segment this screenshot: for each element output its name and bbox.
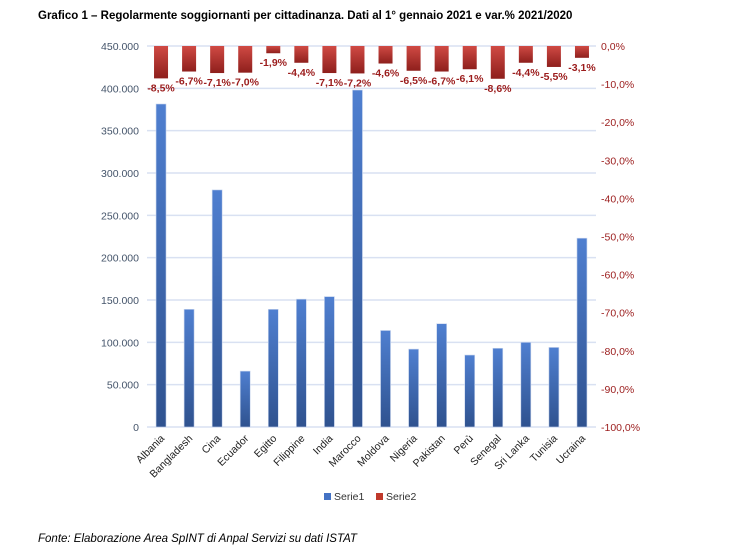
data-label: -3,1% (568, 62, 596, 74)
left-axis-tick: 50.000 (107, 380, 139, 392)
category-label: Ucraina (554, 433, 588, 467)
right-axis-tick: -40,0% (601, 193, 634, 205)
data-label: -4,4% (512, 67, 540, 79)
category-label: Filippine (271, 433, 307, 469)
bar-serie2 (154, 46, 169, 79)
bar-serie2 (294, 46, 309, 63)
bar-serie2 (574, 46, 589, 58)
data-label: -1,9% (260, 57, 288, 69)
data-label: -4,4% (288, 67, 316, 79)
bar-serie2 (238, 46, 253, 73)
left-axis-tick: 400.000 (101, 83, 139, 95)
category-label: Ecuador (215, 432, 251, 468)
data-label: -6,7% (175, 76, 203, 88)
bar-serie2 (378, 46, 393, 64)
data-label: -7,0% (232, 77, 260, 89)
bar-serie1 (324, 296, 335, 428)
data-label: -6,7% (428, 76, 456, 88)
left-axis-tick: 350.000 (101, 126, 139, 138)
source-note: Fonte: Elaborazione Area SpINT di Anpal … (38, 533, 357, 545)
bar-serie2 (462, 46, 477, 70)
data-label: -7,1% (316, 77, 344, 89)
right-axis-tick: -80,0% (601, 346, 634, 358)
right-axis-tick: -100,0% (601, 422, 640, 434)
data-label: -6,1% (456, 73, 484, 85)
legend-label-serie1: Serie1 (334, 491, 365, 503)
data-label: -4,6% (372, 68, 400, 80)
bar-serie2 (322, 46, 337, 74)
bar-serie1 (352, 89, 363, 428)
bar-serie1 (464, 354, 476, 428)
chart-title: Grafico 1 – Regolarmente soggiornanti pe… (38, 10, 573, 22)
left-axis-tick: 100.000 (101, 337, 139, 349)
category-label: Perù (452, 433, 476, 457)
right-axis-tick: -10,0% (601, 79, 634, 91)
bar-serie1 (183, 309, 195, 428)
bar-serie1 (239, 370, 251, 428)
bar-serie2 (434, 46, 449, 72)
legend-swatch-serie1 (324, 493, 331, 500)
bar-serie1 (436, 323, 447, 428)
bar-serie2 (182, 46, 197, 72)
left-axis-tick: 200.000 (101, 253, 139, 265)
bar-serie2 (406, 46, 421, 71)
right-axis-tick: -90,0% (601, 384, 634, 396)
bar-serie1 (520, 342, 532, 428)
data-label: -5,5% (540, 71, 568, 83)
right-axis-tick: -30,0% (601, 155, 634, 167)
right-axis-tick: -70,0% (601, 308, 634, 320)
category-label: Cina (200, 433, 224, 457)
left-axis-tick: 450.000 (101, 41, 139, 53)
data-label: -8,5% (147, 82, 175, 94)
right-axis-tick: -60,0% (601, 270, 634, 282)
legend-swatch-serie2 (376, 493, 383, 500)
bar-serie1 (408, 348, 419, 428)
bar-serie2 (518, 46, 533, 63)
left-axis-tick: 250.000 (101, 210, 139, 222)
right-axis-tick: 0,0% (601, 41, 625, 53)
data-label: -7,1% (203, 77, 231, 89)
bar-serie1 (296, 298, 307, 428)
bar-serie1 (576, 237, 588, 428)
right-axis-tick: -20,0% (601, 117, 634, 129)
bar-serie1 (492, 347, 504, 428)
data-label: -8,6% (484, 83, 512, 95)
data-label: -7,2% (344, 77, 372, 89)
bar-serie1 (380, 330, 391, 428)
bar-serie2 (350, 46, 365, 74)
right-axis-tick: -50,0% (601, 232, 634, 244)
legend-label-serie2: Serie2 (386, 491, 417, 503)
left-axis-tick: 150.000 (101, 295, 139, 307)
left-axis-tick: 0 (133, 422, 139, 434)
data-label: -6,5% (400, 75, 428, 87)
bar-serie1 (267, 309, 279, 428)
category-label: India (311, 433, 336, 458)
category-label: Moldova (355, 433, 392, 470)
bar-serie1 (548, 347, 560, 428)
left-axis-tick: 300.000 (101, 168, 139, 180)
bar-serie2 (546, 46, 561, 67)
bar-serie1 (211, 189, 223, 428)
bar-serie2 (210, 46, 225, 74)
bar-serie2 (490, 46, 505, 79)
bar-serie2 (266, 46, 281, 54)
bar-serie1 (155, 103, 167, 428)
